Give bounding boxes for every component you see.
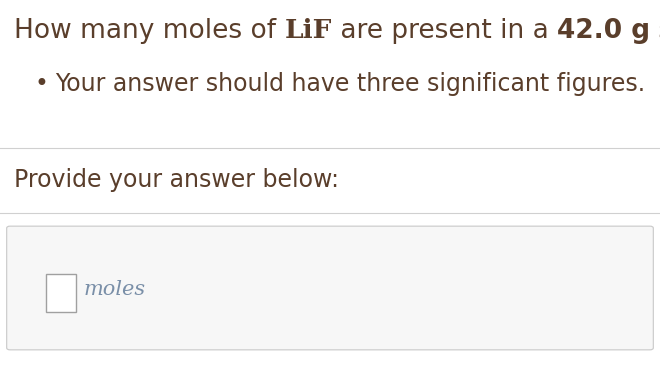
FancyBboxPatch shape <box>7 226 653 350</box>
Text: How many moles of: How many moles of <box>14 18 284 44</box>
FancyBboxPatch shape <box>46 274 76 312</box>
Text: 42.0 g: 42.0 g <box>557 18 650 44</box>
Text: •: • <box>35 72 49 96</box>
Text: Provide your answer below:: Provide your answer below: <box>14 168 339 192</box>
Text: sample?: sample? <box>650 18 660 44</box>
Text: moles: moles <box>84 280 146 299</box>
Text: Your answer should have three significant figures.: Your answer should have three significan… <box>55 72 645 96</box>
Text: LiF: LiF <box>284 18 332 43</box>
Text: are present in a: are present in a <box>332 18 557 44</box>
